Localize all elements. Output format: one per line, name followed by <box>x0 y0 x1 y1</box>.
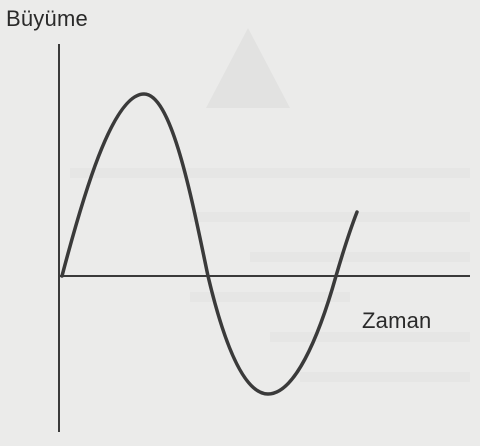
y-axis-label: Büyüme <box>6 6 88 31</box>
ghost-text-line <box>190 292 350 302</box>
ghost-text-line <box>70 168 470 178</box>
ghost-text-line <box>190 212 470 222</box>
ghost-text-line <box>300 372 470 382</box>
x-axis-label: Zaman <box>362 308 432 333</box>
ghost-text-line <box>270 332 470 342</box>
ghost-triangle-shape <box>206 28 290 108</box>
ghost-text-line <box>250 252 470 262</box>
sine-curve <box>60 92 359 396</box>
